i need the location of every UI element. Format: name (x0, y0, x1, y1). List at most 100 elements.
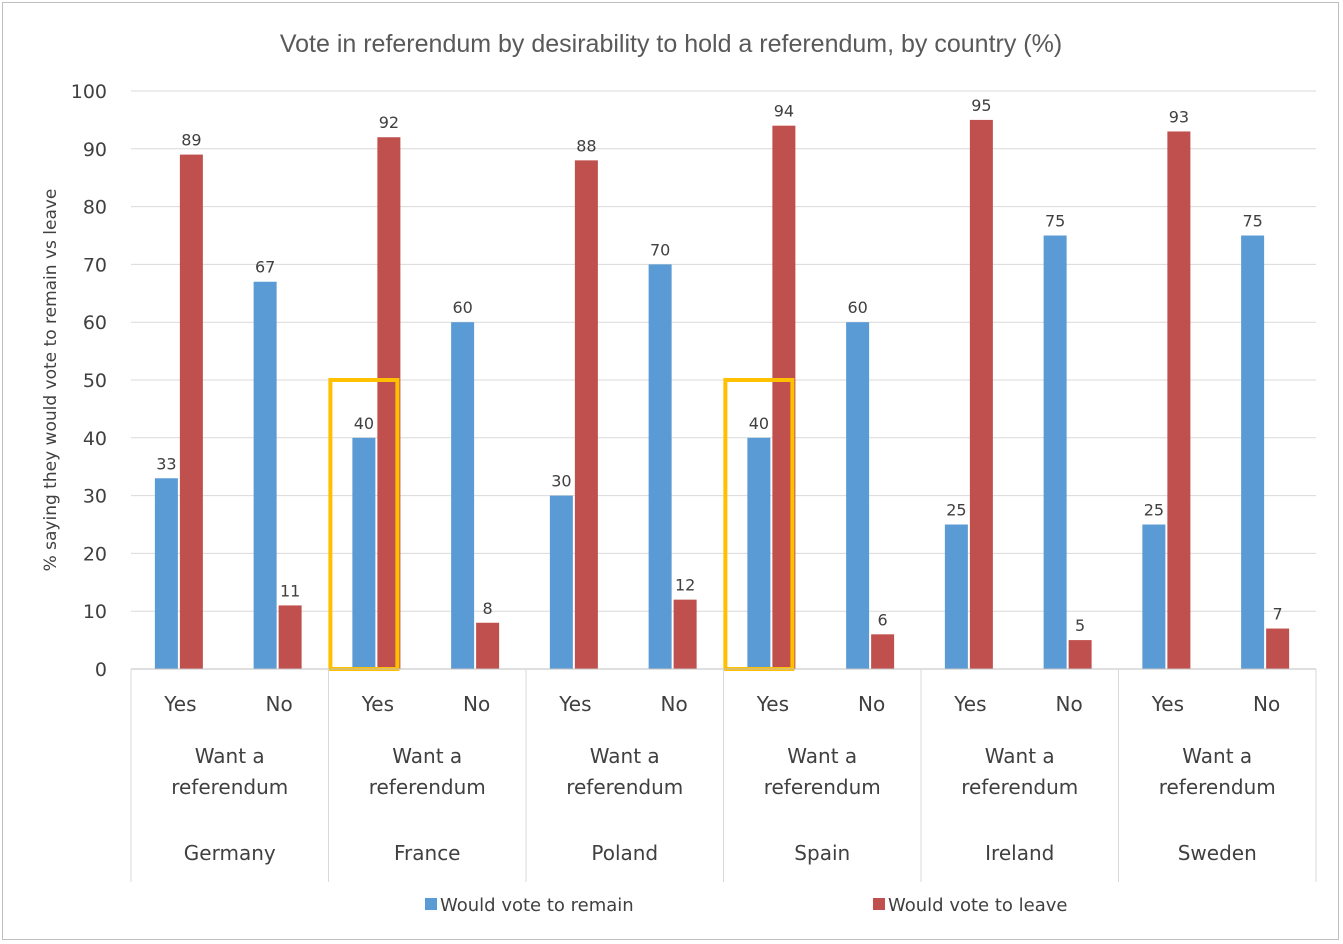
group-label: referendum (171, 775, 288, 799)
answer-label: No (661, 692, 688, 716)
bar (1142, 524, 1166, 669)
y-tick-label: 80 (83, 197, 107, 219)
group-label: Want a (590, 744, 660, 768)
x-axis: Yes No Want a referendum Germany Yes No Want a r… (130, 668, 1317, 882)
answer-label: Yes (1151, 692, 1184, 716)
bar (1043, 235, 1067, 669)
bar (154, 478, 178, 669)
data-label: 11 (280, 581, 300, 600)
data-labels: 3367406030704060257525758911928881294695… (156, 96, 1283, 635)
group-label: referendum (369, 775, 486, 799)
data-label: 94 (774, 102, 794, 121)
answer-label: Yes (756, 692, 789, 716)
answer-label: No (1056, 692, 1083, 716)
y-tick-label: 90 (83, 139, 107, 161)
data-label: 30 (551, 472, 571, 491)
group-label: referendum (764, 775, 881, 799)
data-label: 7 (1273, 605, 1283, 624)
bar (451, 322, 475, 669)
bar (278, 605, 302, 669)
y-axis-label: % saying they would vote to remain vs le… (41, 189, 61, 572)
country-label: Poland (591, 841, 658, 865)
bar (1241, 235, 1265, 669)
legend-label: Would vote to leave (888, 895, 1067, 916)
y-tick-label: 10 (83, 601, 107, 623)
bar (179, 154, 203, 669)
country-label: Spain (794, 841, 850, 865)
group-label: referendum (1159, 775, 1276, 799)
y-tick-label: 0 (95, 659, 107, 681)
answer-label: No (266, 692, 293, 716)
data-label: 70 (650, 240, 670, 259)
answer-label: Yes (361, 692, 394, 716)
answer-label: Yes (953, 692, 986, 716)
country-label: France (394, 841, 461, 865)
legend-label: Would vote to remain (440, 895, 634, 916)
bar (1167, 131, 1191, 669)
answer-label: No (463, 692, 490, 716)
y-tick-label: 70 (83, 254, 107, 276)
data-label: 88 (576, 136, 596, 155)
bar (476, 622, 500, 669)
bar (772, 125, 796, 670)
bars (154, 119, 1290, 670)
bar (648, 264, 672, 669)
y-tick-label: 50 (83, 370, 107, 392)
y-tick-label: 60 (83, 312, 107, 334)
bar (871, 634, 895, 669)
data-label: 6 (878, 610, 888, 629)
group-label: Want a (392, 744, 462, 768)
bar (574, 160, 598, 670)
data-label: 67 (255, 258, 275, 277)
y-tick-labels: 0 10 20 30 40 50 60 70 80 90 100 (71, 81, 107, 681)
bar (352, 437, 376, 669)
group-label: Want a (1182, 744, 1252, 768)
bar (673, 599, 697, 669)
bar (846, 322, 870, 669)
data-label: 25 (946, 501, 966, 520)
data-label: 89 (181, 131, 201, 150)
y-tick-label: 30 (83, 486, 107, 508)
data-label: 75 (1045, 212, 1065, 231)
legend-swatch (873, 898, 885, 910)
data-label: 92 (379, 113, 399, 132)
bar (549, 495, 573, 669)
group-label: Want a (787, 744, 857, 768)
data-label: 40 (354, 414, 374, 433)
data-label: 60 (847, 298, 867, 317)
y-tick-label: 100 (71, 81, 107, 103)
group-label: Want a (195, 744, 265, 768)
bar (377, 137, 401, 670)
country-label: Germany (184, 841, 276, 865)
bar (969, 119, 993, 669)
data-label: 60 (452, 298, 472, 317)
legend-swatch (425, 898, 437, 910)
group-label: referendum (566, 775, 683, 799)
bar (1068, 640, 1092, 669)
group-label: Want a (985, 744, 1055, 768)
group-label: referendum (961, 775, 1078, 799)
country-label: Sweden (1178, 841, 1257, 865)
data-label: 5 (1075, 616, 1085, 635)
country-label: Ireland (985, 841, 1054, 865)
data-label: 8 (483, 599, 493, 618)
y-tick-label: 20 (83, 543, 107, 565)
y-tick-label: 40 (83, 428, 107, 450)
chart-title: Vote in referendum by desirability to ho… (280, 30, 1062, 58)
data-label: 25 (1144, 501, 1164, 520)
answer-label: Yes (558, 692, 591, 716)
answer-label: No (858, 692, 885, 716)
data-label: 75 (1242, 212, 1262, 231)
bar (747, 437, 771, 669)
data-label: 93 (1169, 107, 1189, 126)
data-label: 95 (971, 96, 991, 115)
answer-label: No (1253, 692, 1280, 716)
data-label: 12 (675, 576, 695, 595)
answer-label: Yes (163, 692, 196, 716)
data-label: 33 (156, 454, 176, 473)
bar (253, 281, 277, 669)
bar (1266, 628, 1290, 669)
bar (944, 524, 968, 669)
legend: Would vote to remain Would vote to leave (425, 895, 1067, 916)
